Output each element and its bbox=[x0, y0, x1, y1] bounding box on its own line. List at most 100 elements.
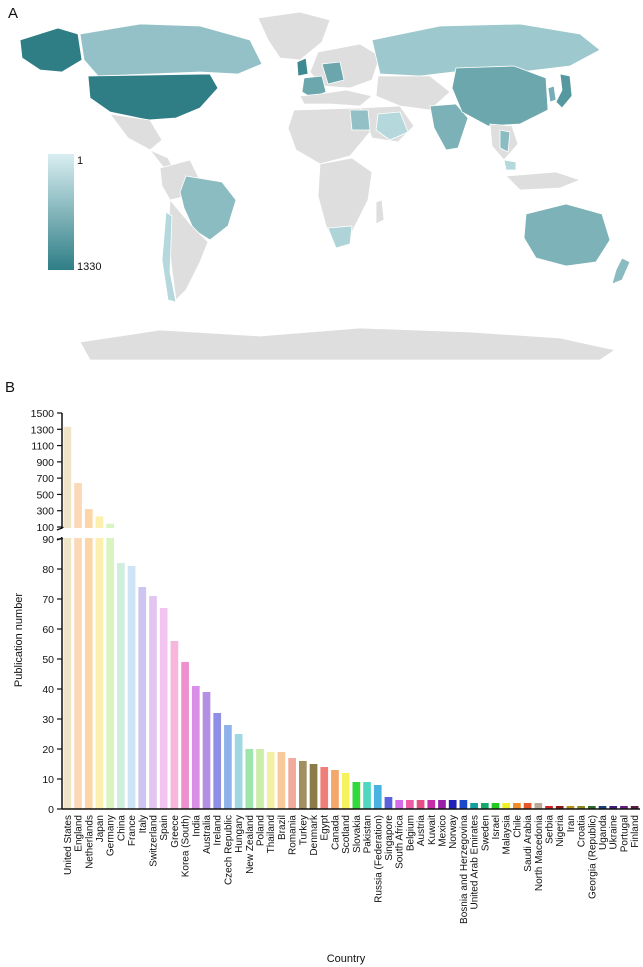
bar bbox=[609, 806, 618, 809]
x-tick-label: Malaysia bbox=[502, 815, 513, 855]
x-tick-label: India bbox=[191, 815, 202, 837]
bar bbox=[224, 725, 232, 809]
x-tick-label: Chile bbox=[512, 815, 523, 838]
bar bbox=[149, 596, 157, 809]
bar bbox=[384, 797, 393, 809]
bar bbox=[598, 806, 607, 809]
map-region-japan bbox=[555, 73, 573, 109]
bar bbox=[427, 800, 436, 809]
bar bbox=[159, 608, 168, 809]
legend-color-bar bbox=[48, 154, 74, 270]
bar bbox=[373, 785, 382, 809]
map-region-australia bbox=[523, 203, 611, 267]
bar bbox=[245, 749, 254, 809]
x-axis-title: Country bbox=[327, 953, 366, 965]
bar bbox=[341, 773, 350, 809]
bar bbox=[523, 803, 532, 809]
y-tick-label: 500 bbox=[36, 489, 54, 501]
x-tick-label: Slovakia bbox=[352, 815, 363, 853]
bar bbox=[545, 806, 553, 809]
bar bbox=[320, 767, 329, 809]
bar bbox=[395, 800, 404, 809]
x-tick-label: United Arab Emirates bbox=[470, 815, 481, 910]
x-tick-label: North Macedonia bbox=[534, 815, 545, 892]
bar bbox=[213, 713, 222, 809]
map-region-canada bbox=[79, 23, 263, 77]
map-region-germany bbox=[321, 61, 345, 85]
map-region-mexico bbox=[109, 113, 163, 151]
bar bbox=[266, 752, 275, 809]
bar bbox=[416, 800, 425, 809]
y-tick-label: 10 bbox=[42, 774, 54, 786]
y-tick-label: 1500 bbox=[31, 408, 55, 420]
bar bbox=[459, 800, 468, 809]
x-tick-label: Canada bbox=[330, 815, 341, 850]
x-tick-label: Croatia bbox=[577, 815, 588, 848]
map-region-central-asia bbox=[375, 75, 451, 111]
y-tick-label: 40 bbox=[42, 684, 54, 696]
y-axis-title: Publication number bbox=[13, 593, 25, 688]
y-tick-label: 700 bbox=[36, 473, 54, 485]
x-tick-label: Spain bbox=[159, 815, 170, 841]
bar bbox=[127, 566, 136, 809]
x-tick-label: Scotland bbox=[341, 815, 352, 854]
x-tick-label: Singapore bbox=[384, 815, 395, 861]
y-tick-label: 30 bbox=[42, 714, 54, 726]
y-tick-label: 20 bbox=[42, 744, 54, 756]
bar bbox=[587, 806, 596, 809]
map-region-usa bbox=[87, 73, 219, 121]
legend-min-label: 1 bbox=[77, 155, 83, 167]
map-region-antarctica bbox=[79, 327, 617, 361]
bar-break-gap bbox=[83, 528, 94, 538]
bar bbox=[470, 803, 478, 809]
x-tick-label: France bbox=[127, 815, 138, 847]
x-tick-label: South Africa bbox=[395, 815, 406, 869]
x-tick-label: Netherlands bbox=[84, 815, 95, 869]
x-tick-label: China bbox=[116, 815, 127, 842]
x-tick-label: Czech Republic bbox=[223, 815, 234, 885]
x-tick-label: Saudi Arabia bbox=[523, 815, 534, 872]
bar bbox=[256, 749, 264, 809]
bar bbox=[181, 662, 189, 809]
bar bbox=[95, 516, 104, 809]
map-region-new-zealand bbox=[611, 257, 631, 285]
map-region-indonesia bbox=[505, 171, 582, 191]
x-tick-label: Finland bbox=[630, 815, 641, 848]
bar bbox=[491, 803, 500, 809]
y-tick-label: 50 bbox=[42, 654, 54, 666]
x-tick-label: Serbia bbox=[545, 815, 556, 844]
x-tick-label: Belgium bbox=[405, 815, 416, 851]
map-region-alaska bbox=[19, 27, 83, 73]
x-tick-label: Iran bbox=[566, 815, 577, 832]
panel-label-b: B bbox=[5, 379, 15, 396]
y-tick-label: 70 bbox=[42, 594, 54, 606]
bar bbox=[577, 806, 585, 809]
x-tick-label: Denmark bbox=[309, 814, 320, 856]
bar bbox=[63, 426, 72, 809]
map-region-chile bbox=[161, 211, 177, 303]
bar bbox=[117, 563, 125, 809]
x-tick-label: Ireland bbox=[213, 815, 224, 846]
y-tick-label: 60 bbox=[42, 624, 54, 636]
x-tick-label: Egypt bbox=[320, 815, 331, 841]
bar bbox=[630, 806, 639, 809]
bar bbox=[352, 782, 361, 809]
y-tick-label: 1100 bbox=[31, 441, 54, 453]
map-region-madagascar bbox=[375, 199, 385, 225]
map-color-legend: 1 1330 bbox=[48, 154, 101, 273]
bar bbox=[555, 806, 564, 809]
bar bbox=[438, 800, 446, 809]
x-tick-label: Uganda bbox=[598, 815, 609, 850]
bar bbox=[288, 758, 296, 809]
y-tick-label: 100 bbox=[36, 522, 54, 534]
bar bbox=[363, 782, 371, 809]
x-tick-label: Sweden bbox=[480, 815, 491, 851]
map-region-china bbox=[451, 65, 549, 127]
x-tick-label: New Zealand bbox=[245, 815, 256, 874]
bar bbox=[309, 764, 318, 809]
bar-break-gap bbox=[62, 528, 73, 538]
x-tick-label: Turkey bbox=[298, 815, 309, 845]
x-tick-label: Germany bbox=[106, 815, 117, 856]
y-tick-label: 300 bbox=[36, 506, 54, 518]
